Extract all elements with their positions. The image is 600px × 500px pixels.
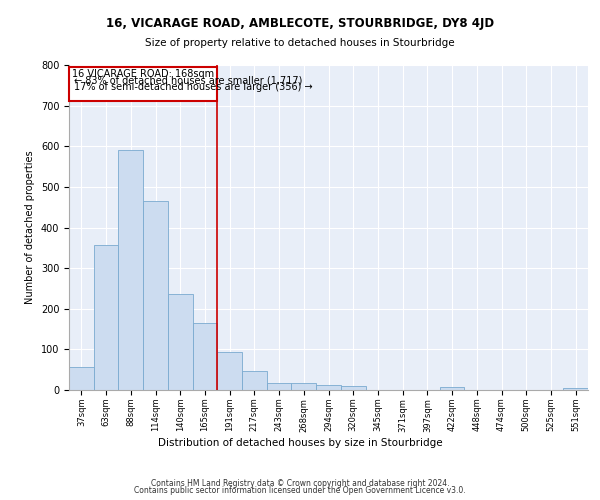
Text: 16, VICARAGE ROAD, AMBLECOTE, STOURBRIDGE, DY8 4JD: 16, VICARAGE ROAD, AMBLECOTE, STOURBRIDG… <box>106 18 494 30</box>
Text: 16 VICARAGE ROAD: 168sqm: 16 VICARAGE ROAD: 168sqm <box>72 68 214 78</box>
Bar <box>69 367 94 390</box>
Text: 17% of semi-detached houses are larger (356) →: 17% of semi-detached houses are larger (… <box>74 82 313 92</box>
Bar <box>94 244 118 390</box>
Bar <box>69 67 217 101</box>
Bar <box>440 387 464 390</box>
Bar <box>143 201 168 390</box>
Bar <box>242 372 267 390</box>
Bar <box>316 384 341 390</box>
Bar <box>217 352 242 390</box>
Text: Contains HM Land Registry data © Crown copyright and database right 2024.: Contains HM Land Registry data © Crown c… <box>151 478 449 488</box>
Bar <box>193 323 217 390</box>
Bar <box>341 386 365 390</box>
Text: Distribution of detached houses by size in Stourbridge: Distribution of detached houses by size … <box>158 438 442 448</box>
Bar <box>267 382 292 390</box>
Text: Size of property relative to detached houses in Stourbridge: Size of property relative to detached ho… <box>145 38 455 48</box>
Bar <box>168 294 193 390</box>
Text: Contains public sector information licensed under the Open Government Licence v3: Contains public sector information licen… <box>134 486 466 495</box>
Bar <box>563 388 588 390</box>
Bar <box>118 150 143 390</box>
Text: ← 83% of detached houses are smaller (1,717): ← 83% of detached houses are smaller (1,… <box>74 76 302 86</box>
Y-axis label: Number of detached properties: Number of detached properties <box>25 150 35 304</box>
Bar <box>292 383 316 390</box>
